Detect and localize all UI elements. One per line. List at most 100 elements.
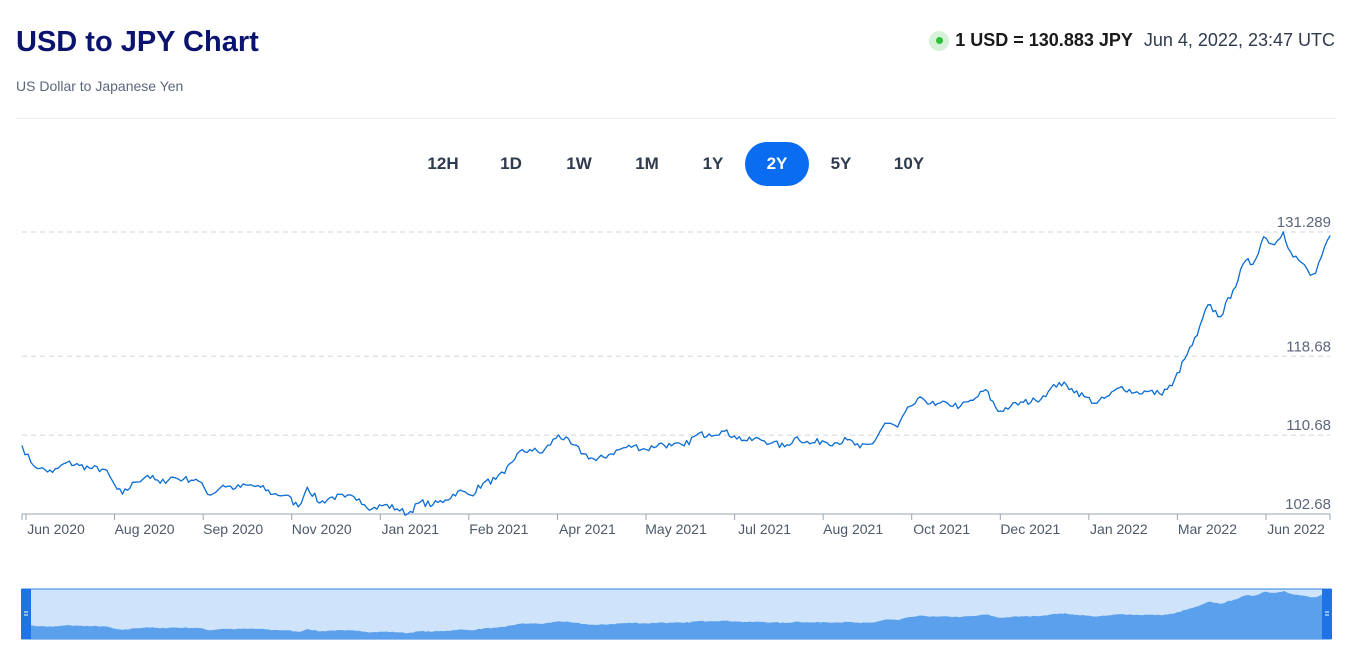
data-point — [1133, 391, 1136, 394]
y-tick-label: 102.68 — [1285, 496, 1331, 513]
x-tick-label: Apr 2021 — [559, 521, 616, 537]
header-divider — [16, 118, 1336, 119]
data-point — [1263, 236, 1265, 238]
data-point — [884, 422, 886, 424]
data-point — [1121, 386, 1123, 388]
data-point — [504, 472, 506, 474]
data-point — [39, 467, 41, 470]
data-point — [432, 504, 434, 506]
data-point — [1058, 382, 1060, 384]
period-button-12h[interactable]: 12H — [427, 154, 459, 173]
data-point — [1282, 231, 1284, 233]
data-point — [1245, 259, 1247, 262]
navigator-left-handle[interactable] — [21, 589, 31, 639]
data-point — [1232, 289, 1234, 291]
data-point — [331, 496, 334, 498]
period-button-1w[interactable]: 1W — [566, 154, 592, 173]
data-point — [146, 474, 149, 476]
y-tick-label: 118.68 — [1286, 338, 1331, 355]
data-point — [947, 402, 949, 405]
rate-timestamp: Jun 4, 2022, 23:47 UTC — [1143, 30, 1335, 50]
x-tick-label: Aug 2021 — [823, 521, 883, 537]
data-point — [846, 439, 848, 441]
data-point — [495, 478, 497, 480]
data-point — [696, 434, 698, 436]
data-point — [1289, 251, 1292, 253]
x-tick-label: May 2021 — [645, 521, 707, 537]
data-point — [541, 452, 543, 454]
data-point — [997, 410, 999, 412]
period-button-5y[interactable]: 5Y — [830, 154, 852, 173]
data-point — [469, 494, 472, 496]
data-point — [1329, 235, 1331, 237]
data-point — [159, 482, 161, 484]
period-button-1m[interactable]: 1M — [635, 154, 659, 173]
y-tick-label: 110.68 — [1286, 417, 1331, 434]
data-point — [783, 446, 786, 448]
data-point — [670, 445, 673, 447]
data-point — [1035, 399, 1037, 402]
data-point — [91, 467, 93, 470]
data-point — [771, 442, 773, 444]
x-tick-label: Dec 2021 — [1000, 521, 1060, 537]
data-point — [809, 443, 811, 445]
data-point — [608, 454, 610, 456]
data-point — [51, 471, 54, 474]
data-point — [557, 434, 560, 436]
data-point — [683, 445, 685, 447]
data-point — [1171, 385, 1173, 387]
data-point — [297, 506, 299, 508]
navigator-area — [22, 591, 1331, 639]
data-point — [234, 487, 237, 489]
data-point — [407, 513, 409, 515]
live-rate: 1 USD = 130.883 JPY Jun 4, 2022, 23:47 U… — [929, 30, 1335, 51]
x-tick-label: Jul 2021 — [738, 521, 791, 537]
usd-jpy-series-line — [21, 231, 1331, 516]
y-tick-label: 131.289 — [1277, 214, 1331, 231]
data-point — [444, 499, 447, 501]
x-tick-label: Jun 2022 — [1267, 521, 1325, 537]
data-point — [1207, 304, 1209, 306]
period-button-1y[interactable]: 1Y — [702, 154, 724, 173]
data-point — [570, 443, 572, 445]
data-point — [934, 404, 936, 406]
data-point — [383, 504, 386, 506]
data-point — [1309, 274, 1311, 276]
data-point — [306, 486, 308, 488]
data-point — [260, 486, 262, 488]
period-button-2y[interactable]: 2Y — [745, 142, 809, 186]
data-point — [922, 397, 924, 400]
data-point — [285, 494, 287, 496]
data-point — [871, 443, 874, 445]
data-point — [1315, 272, 1317, 274]
data-point — [1273, 244, 1275, 246]
data-point — [516, 453, 518, 455]
data-point — [1324, 246, 1326, 248]
data-point — [319, 502, 321, 504]
data-point — [247, 484, 249, 486]
data-point — [482, 482, 484, 484]
data-point — [721, 430, 723, 432]
x-tick-label: Jun 2020 — [27, 521, 85, 537]
data-point — [796, 436, 798, 438]
data-point — [66, 461, 68, 464]
data-point — [746, 440, 748, 442]
data-point — [1108, 394, 1110, 397]
data-point — [821, 440, 823, 442]
data-point — [21, 445, 23, 447]
data-point — [633, 445, 635, 447]
data-point — [1010, 405, 1012, 407]
period-button-10y[interactable]: 10Y — [893, 154, 925, 173]
navigator-right-handle[interactable] — [1322, 589, 1332, 639]
data-point — [733, 435, 735, 437]
data-point — [170, 476, 172, 478]
data-point — [909, 405, 911, 407]
data-point — [1300, 261, 1302, 264]
data-point — [1071, 388, 1073, 390]
data-point — [595, 459, 597, 462]
live-status-icon — [929, 30, 950, 51]
data-point — [457, 490, 459, 492]
period-button-1d[interactable]: 1D — [500, 154, 522, 173]
data-point — [896, 426, 899, 428]
